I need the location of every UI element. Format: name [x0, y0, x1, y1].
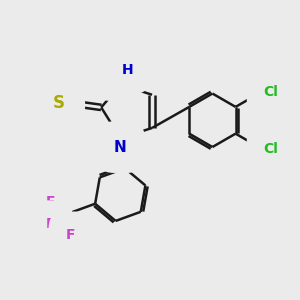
Text: F: F [46, 195, 56, 209]
Circle shape [253, 84, 270, 100]
Text: S: S [53, 94, 65, 112]
Circle shape [44, 218, 57, 231]
Circle shape [112, 129, 129, 147]
Text: Cl: Cl [263, 85, 278, 99]
Circle shape [44, 195, 57, 208]
Text: H: H [122, 63, 134, 77]
Circle shape [253, 140, 270, 157]
Text: F: F [46, 217, 56, 231]
Circle shape [112, 76, 129, 93]
Circle shape [58, 93, 77, 112]
Circle shape [64, 229, 76, 242]
Text: N: N [110, 68, 122, 82]
Text: F: F [65, 228, 75, 242]
Text: Cl: Cl [263, 142, 278, 155]
Text: N: N [114, 140, 127, 154]
